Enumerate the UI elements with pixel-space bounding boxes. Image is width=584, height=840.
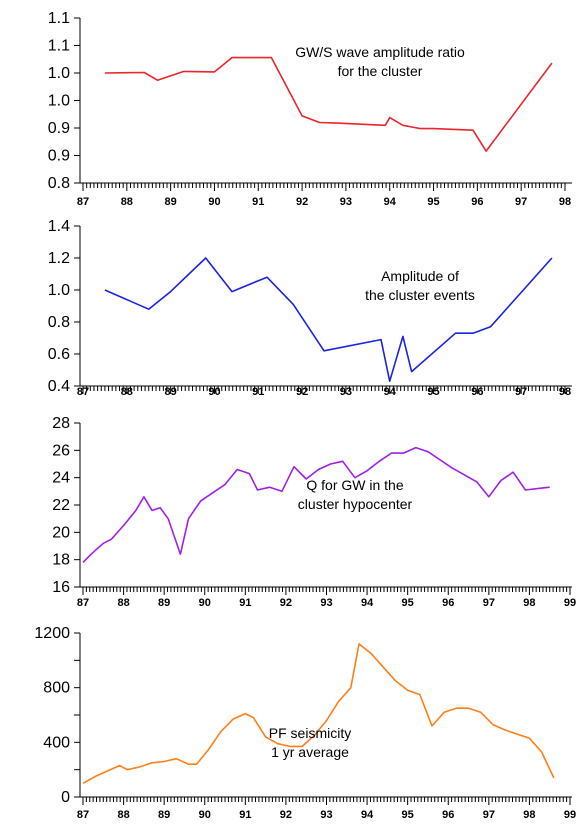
panel-1-xtick-label: 91 <box>252 196 264 208</box>
panel-4-xtick-label: 89 <box>158 809 170 821</box>
panel-3-ytick-label: 18 <box>52 552 70 569</box>
panel-2-ytick-label: 1.2 <box>48 250 70 267</box>
panel-2-ytick-label: 0.4 <box>48 378 70 395</box>
panel-1-ytick-label: 0.9 <box>48 148 70 165</box>
panel-1-ytick-label: 0.9 <box>48 120 70 137</box>
panel-4-xtick-label: 97 <box>483 809 495 821</box>
panel-4-xtick-label: 90 <box>199 809 211 821</box>
panel-4-xtick-label: 88 <box>117 809 129 821</box>
panel-1-ytick-label: 1.0 <box>48 93 70 110</box>
panel-1-ytick-label: 0.8 <box>48 175 70 192</box>
panel-4-xtick-label: 92 <box>280 809 292 821</box>
panel-1-ytick-label: 1.0 <box>48 65 70 82</box>
panel-4-xtick-label: 93 <box>320 809 332 821</box>
panel-4-ytick-label: 1200 <box>34 625 70 642</box>
panel-4-xtick-label: 87 <box>77 809 89 821</box>
panel-1-xtick-label: 98 <box>559 196 571 208</box>
panel-2-ytick-label: 1.4 <box>48 218 70 235</box>
panel-1-xtick-label: 94 <box>384 196 397 208</box>
panel-4-xtick-label: 99 <box>564 809 576 821</box>
panel-3-xtick-label: 94 <box>361 597 374 609</box>
panel-2-xtick-label: 93 <box>340 386 352 398</box>
panel-3-xtick-label: 98 <box>523 597 535 609</box>
panel-1-annotation: for the cluster <box>338 63 423 79</box>
panel-1-xtick-label: 87 <box>77 196 89 208</box>
panel-1-series-line <box>104 56 553 152</box>
panel-3-annotation: Q for GW in the <box>306 477 403 493</box>
panel-2-xtick-label: 88 <box>121 386 133 398</box>
panel-2-xtick-label: 95 <box>427 386 439 398</box>
panel-1-annotation: GW/S wave amplitude ratio <box>295 44 465 60</box>
panel-3-ytick-label: 16 <box>52 579 70 596</box>
panel-3-xtick-label: 93 <box>320 597 332 609</box>
panel-3-xtick-label: 92 <box>280 597 292 609</box>
panel-1-xtick-label: 92 <box>296 196 308 208</box>
panel-3-xtick-label: 90 <box>199 597 211 609</box>
panel-2-annotation: the cluster events <box>365 287 475 303</box>
panel-4-ytick-label: 800 <box>43 680 70 697</box>
panel-4-xtick-label: 96 <box>442 809 454 821</box>
panel-3-xtick-label: 95 <box>402 597 414 609</box>
panel-4-xtick-label: 94 <box>361 809 374 821</box>
panel-4-ytick-label: 0 <box>61 789 70 806</box>
panel-1-ytick-label: 1.1 <box>48 10 70 27</box>
panel-2-xtick-label: 92 <box>296 386 308 398</box>
panel-3-ytick-label: 22 <box>52 497 70 514</box>
panel-3-xtick-label: 97 <box>483 597 495 609</box>
panel-4-xtick-label: 98 <box>523 809 535 821</box>
panel-3-ytick-label: 26 <box>52 442 70 459</box>
panel-3-xtick-label: 91 <box>239 597 251 609</box>
panel-4-ytick-label: 400 <box>43 734 70 751</box>
panel-3-xtick-label: 89 <box>158 597 170 609</box>
panel-2-series-line <box>104 257 553 383</box>
panel-3-xtick-label: 88 <box>117 597 129 609</box>
panel-2-xtick-label: 94 <box>384 386 397 398</box>
panel-2-ytick-label: 0.8 <box>48 314 70 331</box>
panel-2-xtick-label: 89 <box>165 386 177 398</box>
panel-3-annotation: cluster hypocenter <box>298 496 413 512</box>
panel-2-xtick-label: 97 <box>515 386 527 398</box>
panel-1-xtick-label: 88 <box>121 196 133 208</box>
panel-3-ytick-label: 20 <box>52 524 70 541</box>
panel-4-series-line <box>82 643 555 784</box>
panel-2-xtick-label: 91 <box>252 386 264 398</box>
panel-1-xtick-label: 96 <box>471 196 483 208</box>
panel-1-xtick-label: 95 <box>427 196 439 208</box>
panel-3-xtick-label: 87 <box>77 597 89 609</box>
panel-2-ytick-label: 0.6 <box>48 346 70 363</box>
panel-2-xtick-label: 98 <box>559 386 571 398</box>
panel-3-xtick-label: 96 <box>442 597 454 609</box>
panel-1-xtick-label: 89 <box>165 196 177 208</box>
panel-2-ytick-label: 1.0 <box>48 282 70 299</box>
panel-1-xtick-label: 93 <box>340 196 352 208</box>
panel-3-series-line <box>82 446 550 563</box>
panel-4-annotation: PF seismicity <box>269 725 351 741</box>
panel-4-annotation: 1 yr average <box>271 744 349 760</box>
panel-3-xtick-label: 99 <box>564 597 576 609</box>
panel-3-ytick-label: 24 <box>52 470 70 487</box>
panel-1-xtick-label: 90 <box>208 196 220 208</box>
panel-2-xtick-label: 90 <box>208 386 220 398</box>
panel-3-ytick-label: 28 <box>52 415 70 432</box>
panel-4-xtick-label: 91 <box>239 809 251 821</box>
panel-2-xtick-label: 96 <box>471 386 483 398</box>
panel-1-ytick-label: 1.1 <box>48 38 70 55</box>
panel-1-xtick-label: 97 <box>515 196 527 208</box>
panel-2-annotation: Amplitude of <box>381 268 459 284</box>
panel-4-xtick-label: 95 <box>402 809 414 821</box>
panel-2-xtick-label: 87 <box>77 386 89 398</box>
